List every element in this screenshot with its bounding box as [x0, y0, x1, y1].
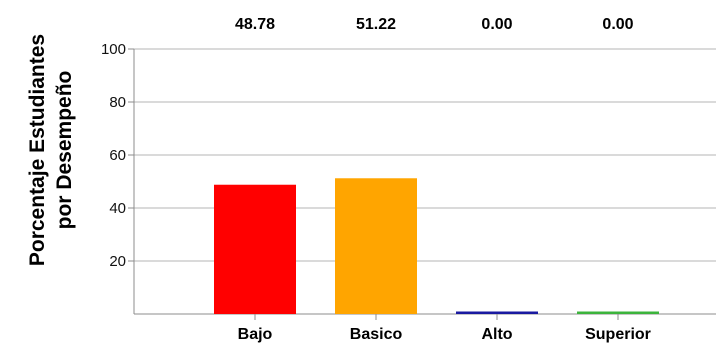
y-tick-label-80: 80 [109, 94, 126, 111]
bars [214, 178, 659, 314]
bar-basico [335, 178, 417, 314]
category-label-superior: Superior [585, 326, 651, 343]
category-label-basico: Basico [350, 326, 403, 343]
y-tick-label-100: 100 [101, 41, 126, 58]
y-tick-labels: 20 40 60 80 100 [101, 41, 126, 270]
y-axis-title-line-2: por Desempeño [53, 71, 76, 230]
y-axis-title-line-1: Porcentaje Estudiantes [26, 34, 49, 266]
bar-superior [577, 311, 659, 314]
data-labels: 48.78 51.22 0.00 0.00 [235, 16, 634, 33]
data-label-alto: 0.00 [481, 16, 512, 33]
category-labels: Bajo Basico Alto Superior [238, 326, 651, 343]
y-tick-label-20: 20 [109, 253, 126, 270]
data-label-basico: 51.22 [356, 16, 396, 33]
data-label-superior: 0.00 [602, 16, 633, 33]
category-label-alto: Alto [481, 326, 512, 343]
data-label-bajo: 48.78 [235, 16, 275, 33]
y-tick-label-60: 60 [109, 147, 126, 164]
category-label-bajo: Bajo [238, 326, 273, 343]
y-axis-title: Porcentaje Estudiantes por Desempeño [26, 34, 76, 266]
bar-bajo [214, 184, 296, 314]
bar-alto [456, 311, 538, 314]
y-tick-label-40: 40 [109, 200, 126, 217]
